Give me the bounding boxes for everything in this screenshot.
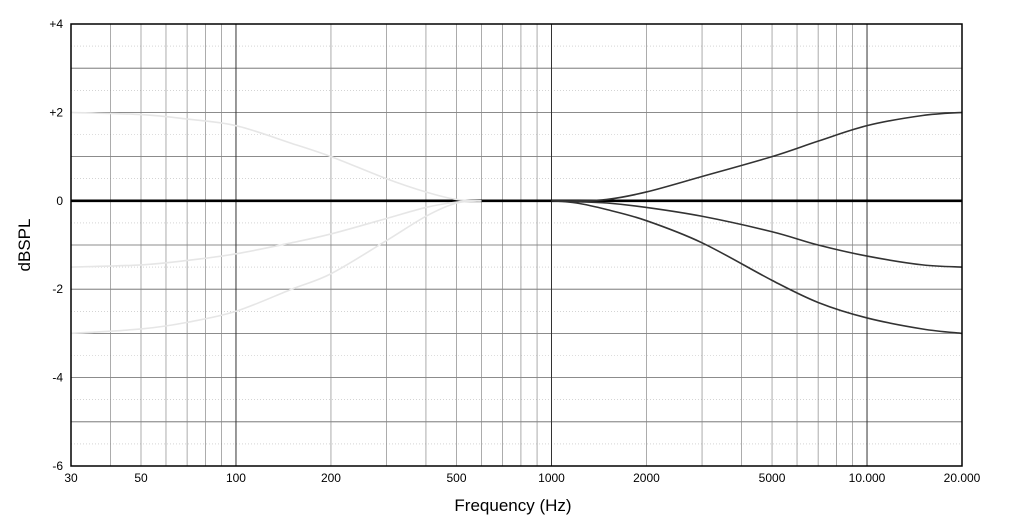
x-tick-label: 500	[447, 471, 467, 485]
x-tick-label: 20.000	[944, 471, 981, 485]
x-tick-label: 2000	[633, 471, 660, 485]
x-tick-label: 1000	[538, 471, 565, 485]
series-group	[70, 111, 963, 335]
x-tick-label: 5000	[759, 471, 786, 485]
x-tick-label: 100	[226, 471, 246, 485]
y-axis-title: dBSPL	[15, 219, 34, 272]
plot-frame	[70, 23, 963, 467]
y-tick-label: -2	[52, 282, 63, 296]
grid	[71, 24, 962, 466]
x-tick-label: 200	[321, 471, 341, 485]
y-tick-labels: +4 +2 0 -2 -4 -6	[49, 17, 63, 473]
series-line-bass-boost-faint	[70, 111, 482, 202]
series-line-treble-cut-1.5	[551, 200, 963, 268]
x-axis-title: Frequency (Hz)	[454, 496, 571, 515]
y-tick-label: 0	[56, 194, 63, 208]
x-tick-label: 50	[134, 471, 148, 485]
y-tick-label: +4	[49, 17, 63, 31]
series-line-treble-boost	[551, 111, 963, 202]
x-tick-label: 10.000	[849, 471, 886, 485]
series-line-treble-cut-3	[551, 200, 963, 335]
series-line-bass-cut-3-faint	[70, 200, 482, 335]
y-tick-label: -6	[52, 459, 63, 473]
x-tick-labels: 30 50 100 200 500 1000 2000 5000 10.000 20.000	[64, 471, 980, 485]
y-tick-label: +2	[49, 105, 63, 119]
x-tick-label: 30	[64, 471, 78, 485]
y-tick-label: -4	[52, 371, 63, 385]
series-line-bass-cut-1.5-faint	[70, 200, 482, 268]
